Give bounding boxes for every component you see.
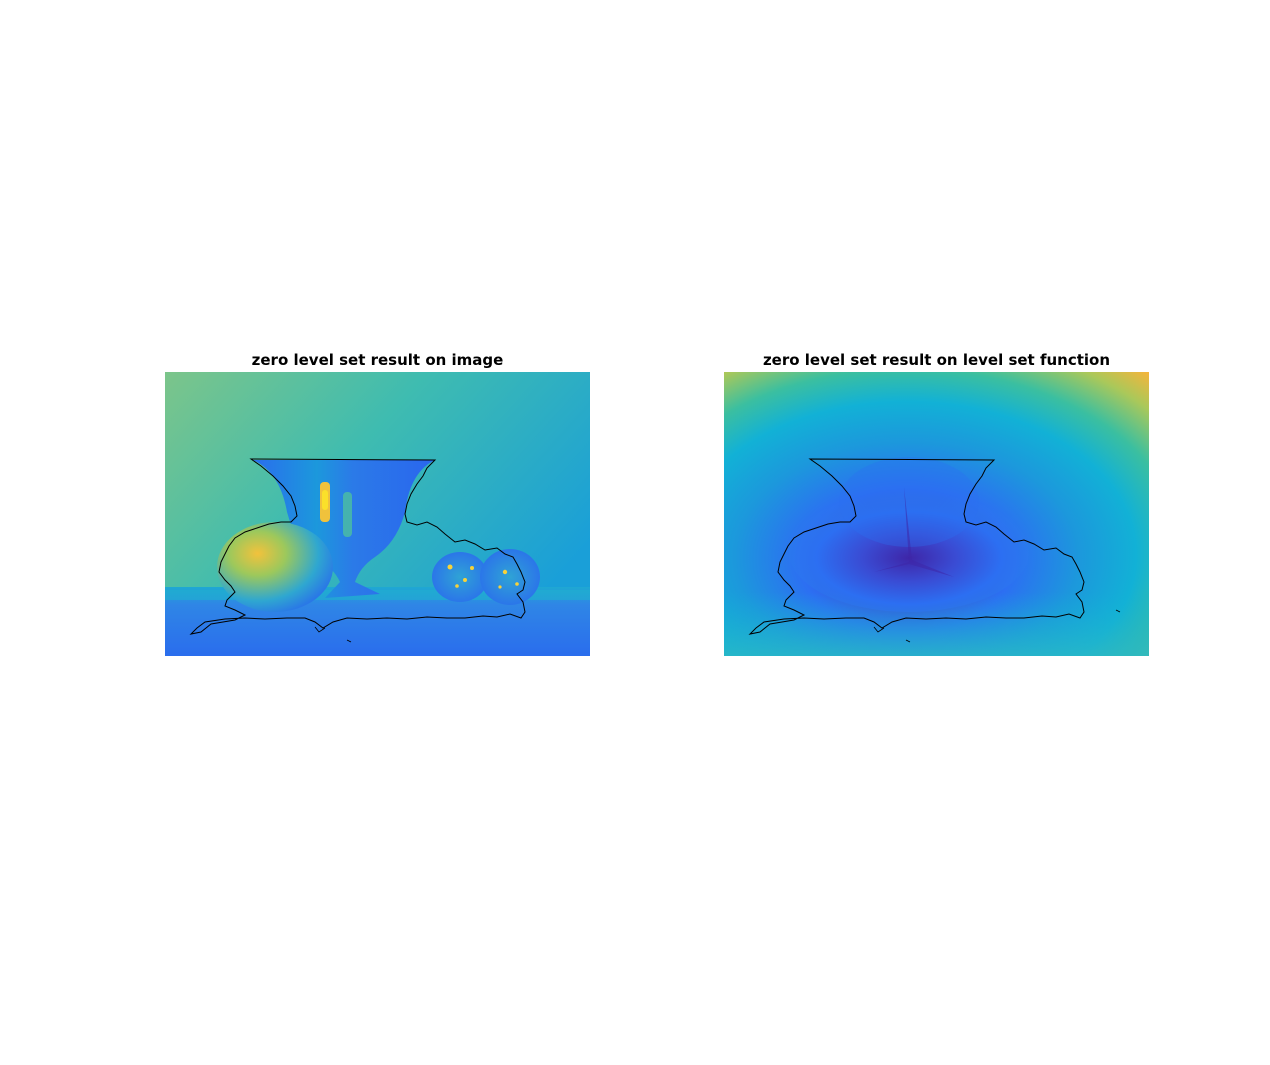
- lemon-shape: [217, 522, 333, 612]
- level-set-panel: [724, 372, 1149, 656]
- zero-level-contour: [748, 458, 1085, 635]
- panel-title-level-set: zero level set result on level set funct…: [762, 351, 1111, 369]
- zero-level-contour: [189, 458, 526, 635]
- image-panel: [165, 372, 590, 656]
- panel-title-image: zero level set result on image: [251, 351, 504, 369]
- fruit-shape: [432, 552, 488, 602]
